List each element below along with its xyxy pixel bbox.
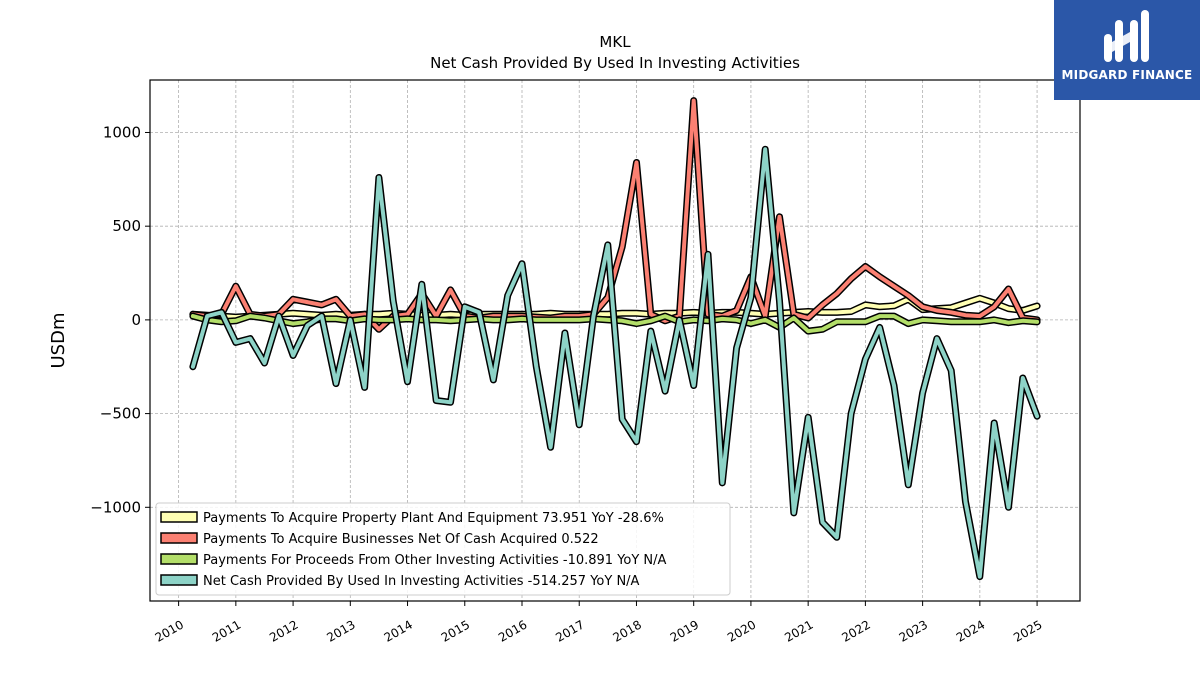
- legend-swatch: [160, 574, 198, 586]
- y-tick-label: 500: [112, 217, 141, 235]
- legend-entry: Payments To Acquire Property Plant And E…: [203, 511, 664, 526]
- x-tick-label: 2013: [324, 617, 357, 644]
- legend-box: [155, 502, 731, 596]
- legend-swatch: [160, 553, 198, 565]
- x-tick-label: 2021: [782, 617, 815, 644]
- x-tick-label: 2018: [611, 617, 644, 644]
- y-tick-label: −1000: [90, 498, 141, 516]
- logo-text: MIDGARD FINANCE: [1061, 68, 1193, 82]
- x-tick-label: 2022: [839, 617, 872, 644]
- y-tick-label: 1000: [103, 123, 141, 141]
- x-tick-label: 2016: [496, 617, 529, 644]
- logo-mark-icon: [1104, 10, 1149, 62]
- legend-entry: Payments To Acquire Businesses Net Of Ca…: [203, 532, 599, 547]
- x-tick-label: 2019: [668, 617, 701, 644]
- x-tick-label: 2010: [153, 617, 186, 644]
- legend-swatch: [160, 511, 198, 523]
- legend: Payments To Acquire Property Plant And E…: [155, 502, 731, 596]
- x-tick-label: 2024: [954, 617, 987, 644]
- x-tick-label: 2017: [553, 617, 586, 644]
- series-line: [190, 98, 1040, 332]
- legend-entry: Payments For Proceeds From Other Investi…: [203, 553, 667, 568]
- brand-logo: MIDGARD FINANCE: [1054, 0, 1200, 100]
- series-line: [190, 147, 1040, 579]
- x-tick-label: 2023: [897, 617, 930, 644]
- x-tick-label: 2014: [382, 617, 415, 644]
- x-tick-label: 2011: [210, 617, 243, 644]
- x-tick-label: 2012: [267, 617, 300, 644]
- chart-title: MKL: [599, 33, 631, 51]
- series-lines: [189, 97, 1041, 581]
- x-tick-label: 2025: [1011, 617, 1044, 644]
- legend-entry: Net Cash Provided By Used In Investing A…: [203, 574, 640, 589]
- y-axis-label: USDm: [48, 313, 69, 369]
- legend-swatch: [160, 532, 198, 544]
- y-tick-label: 0: [131, 311, 141, 329]
- x-tick-label: 2020: [725, 617, 758, 644]
- x-tick-label: 2015: [439, 617, 472, 644]
- y-tick-label: −500: [100, 405, 141, 423]
- chart-subtitle: Net Cash Provided By Used In Investing A…: [430, 54, 800, 72]
- plot-frame: [149, 79, 1081, 602]
